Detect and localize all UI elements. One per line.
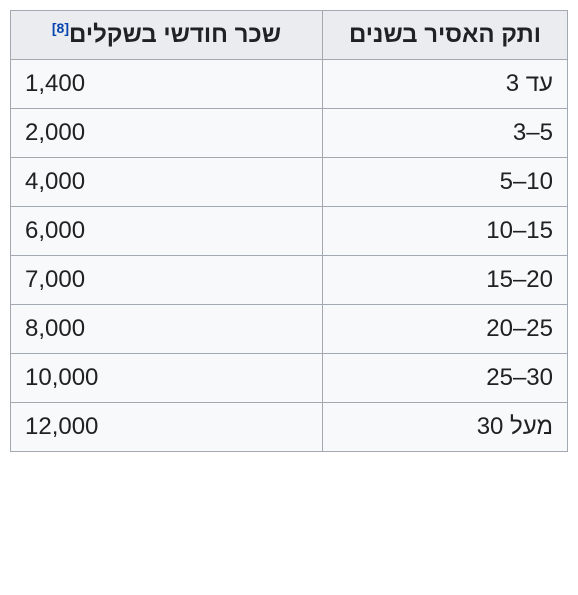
- header-salary-label: שכר חודשי בשקלים: [69, 21, 281, 48]
- table-row: 30–25 10,000: [11, 354, 568, 403]
- header-salary: שכר חודשי בשקלים[8]: [11, 11, 323, 60]
- table-row: 20–15 7,000: [11, 256, 568, 305]
- cell-years: 5–3: [322, 109, 567, 158]
- table-row: עד 3 1,400: [11, 60, 568, 109]
- cell-years: 20–15: [322, 256, 567, 305]
- header-years-label: ותק האסיר בשנים: [349, 21, 541, 48]
- cell-salary: 2,000: [11, 109, 323, 158]
- cell-salary: 8,000: [11, 305, 323, 354]
- header-years: ותק האסיר בשנים: [322, 11, 567, 60]
- cell-years: עד 3: [322, 60, 567, 109]
- reference-8[interactable]: [8]: [52, 20, 69, 36]
- cell-salary: 1,400: [11, 60, 323, 109]
- table-row: 15–10 6,000: [11, 207, 568, 256]
- cell-years: 25–20: [322, 305, 567, 354]
- table-row: 5–3 2,000: [11, 109, 568, 158]
- cell-salary: 6,000: [11, 207, 323, 256]
- cell-salary: 4,000: [11, 158, 323, 207]
- cell-years: 15–10: [322, 207, 567, 256]
- table-header-row: ותק האסיר בשנים שכר חודשי בשקלים[8]: [11, 11, 568, 60]
- cell-salary: 12,000: [11, 403, 323, 452]
- cell-years: 10–5: [322, 158, 567, 207]
- prisoner-salary-table: ותק האסיר בשנים שכר חודשי בשקלים[8] עד 3…: [10, 10, 568, 452]
- table-row: 25–20 8,000: [11, 305, 568, 354]
- reference-8-link[interactable]: [8]: [52, 20, 69, 36]
- cell-years: מעל 30: [322, 403, 567, 452]
- table-row: מעל 30 12,000: [11, 403, 568, 452]
- cell-years: 30–25: [322, 354, 567, 403]
- cell-salary: 7,000: [11, 256, 323, 305]
- cell-salary: 10,000: [11, 354, 323, 403]
- table-row: 10–5 4,000: [11, 158, 568, 207]
